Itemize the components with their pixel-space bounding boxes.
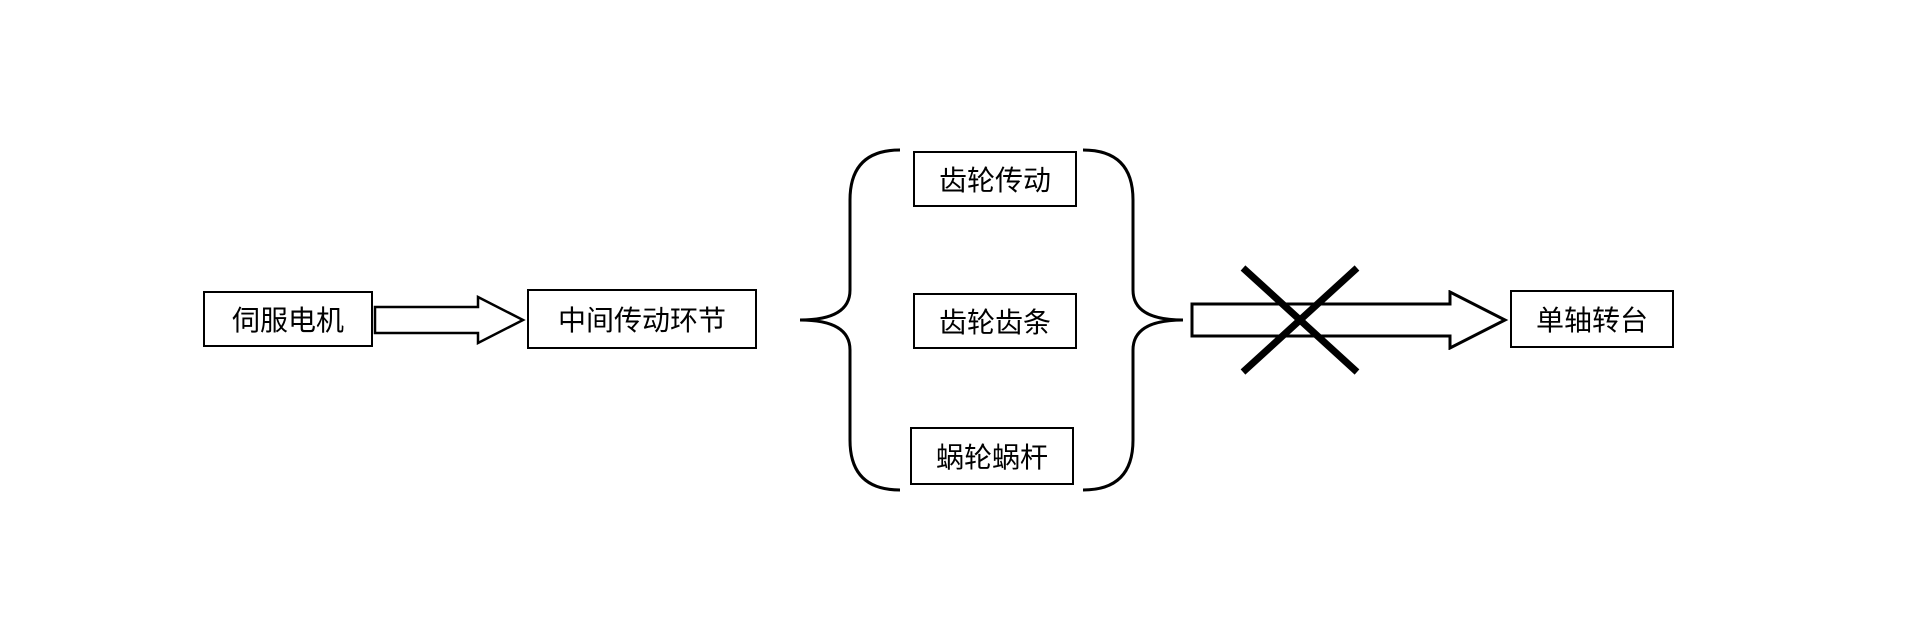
node-worm-gear: 蜗轮蜗杆 [910,427,1074,485]
cross-x-icon [1235,260,1365,380]
node-gear-drive: 齿轮传动 [913,151,1077,207]
node-servo-motor: 伺服电机 [203,291,373,347]
label-gear-drive: 齿轮传动 [939,159,1051,199]
left-brace-icon [755,140,905,500]
arrow-servo-to-intermediate [373,295,528,345]
label-worm-gear: 蜗轮蜗杆 [936,436,1048,476]
label-intermediate: 中间传动环节 [558,299,726,339]
node-turntable: 单轴转台 [1510,290,1674,348]
label-turntable: 单轴转台 [1536,299,1648,339]
label-servo-motor: 伺服电机 [232,299,344,339]
node-intermediate: 中间传动环节 [527,289,757,349]
label-rack-pinion: 齿轮齿条 [939,301,1051,341]
node-rack-pinion: 齿轮齿条 [913,293,1077,349]
